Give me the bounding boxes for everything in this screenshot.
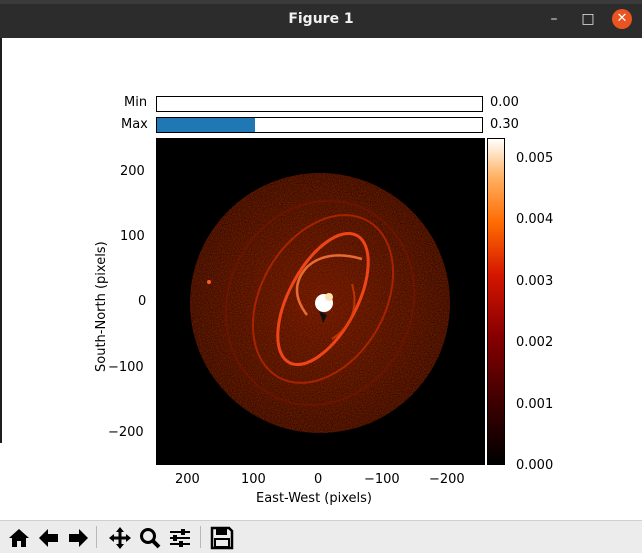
x-tick-label: 100 xyxy=(241,472,266,487)
forward-button[interactable] xyxy=(64,524,90,550)
y-tick-label: 200 xyxy=(120,164,145,179)
colorbar-tick-label: 0.000 xyxy=(516,458,554,473)
minimize-button[interactable]: – xyxy=(550,11,558,27)
colorbar-tick-label: 0.001 xyxy=(516,397,554,412)
home-icon xyxy=(9,529,29,547)
window-titlebar: Figure 1 – □ ✕ xyxy=(0,0,642,38)
zoom-button[interactable] xyxy=(136,524,162,550)
max-slider-value: 0.30 xyxy=(490,117,519,132)
y-tick-label: 0 xyxy=(138,294,147,309)
y-tick-label: −100 xyxy=(108,360,144,375)
toolbar-separator xyxy=(96,526,97,548)
zoom-icon xyxy=(140,528,161,549)
x-tick-label: −200 xyxy=(429,472,465,487)
max-slider-fill xyxy=(157,118,255,132)
x-tick-label: 200 xyxy=(175,472,200,487)
image-axes[interactable] xyxy=(156,138,485,465)
min-slider-value: 0.00 xyxy=(490,95,519,110)
colorbar-tick-label: 0.005 xyxy=(516,151,554,166)
maximize-button[interactable]: □ xyxy=(581,11,595,27)
colorbar-tick-label: 0.004 xyxy=(516,212,554,227)
configure-subplots-button[interactable] xyxy=(166,524,192,550)
y-tick-label: −200 xyxy=(108,425,144,440)
x-tick-label: −100 xyxy=(364,472,400,487)
toolbar-separator xyxy=(200,526,201,548)
configure-subplots-icon xyxy=(170,529,190,547)
back-button[interactable] xyxy=(35,524,61,550)
save-icon xyxy=(210,526,234,550)
disk-image xyxy=(190,173,450,433)
colorbar-tick-label: 0.003 xyxy=(516,274,554,289)
pan-icon xyxy=(109,527,131,549)
titlebar-strip xyxy=(0,0,642,4)
window-left-edge xyxy=(0,38,2,443)
navigation-toolbar xyxy=(0,520,642,553)
colorbar-tick-label: 0.002 xyxy=(516,335,554,350)
y-tick-label: 100 xyxy=(120,229,145,244)
x-axis-label: East-West (pixels) xyxy=(256,491,372,506)
max-slider-label: Max xyxy=(121,117,148,132)
back-icon xyxy=(39,529,58,547)
min-slider[interactable] xyxy=(156,96,483,112)
max-slider[interactable] xyxy=(156,117,483,133)
y-axis-label: South-North (pixels) xyxy=(94,241,109,372)
home-button[interactable] xyxy=(5,524,31,550)
x-tick-label: 0 xyxy=(314,472,323,487)
pan-button[interactable] xyxy=(106,524,132,550)
close-button[interactable]: ✕ xyxy=(612,9,632,29)
save-button[interactable] xyxy=(208,524,234,550)
window-title: Figure 1 xyxy=(288,11,354,27)
min-slider-label: Min xyxy=(124,95,148,110)
forward-icon xyxy=(69,529,88,547)
colorbar xyxy=(487,138,505,465)
